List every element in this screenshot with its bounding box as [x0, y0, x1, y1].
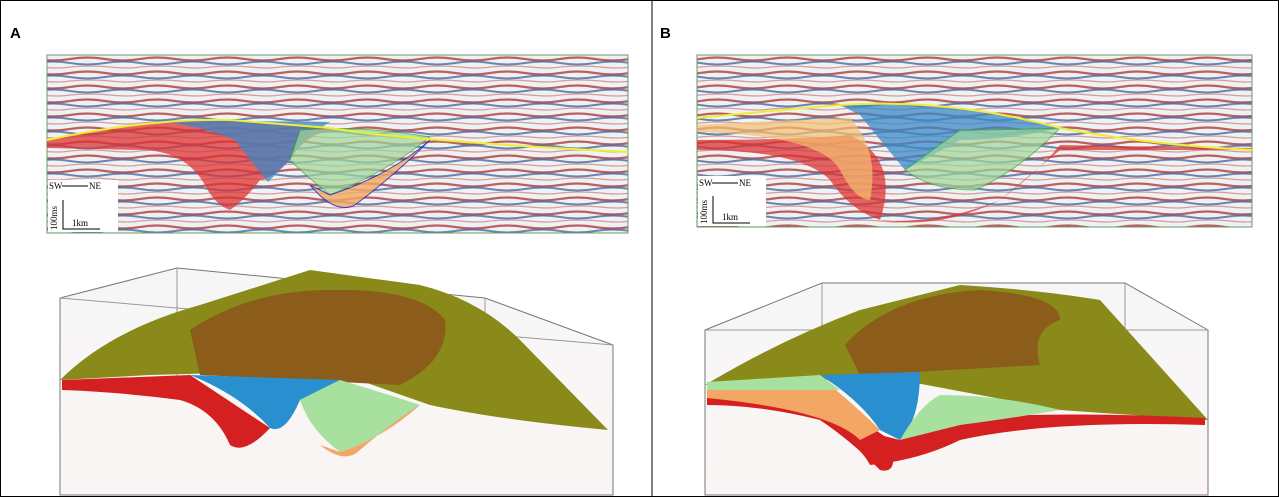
panel-b: B SW NE 100ms 1km: [660, 25, 1252, 495]
distance-scale: 1km: [722, 212, 738, 222]
dir-right: NE: [739, 178, 751, 188]
panel-label: A: [10, 25, 21, 42]
dir-left: SW: [699, 178, 713, 188]
dir-left: SW: [49, 181, 63, 191]
distance-scale: 1km: [72, 218, 88, 228]
time-scale: 100ms: [699, 199, 709, 224]
dir-right: NE: [89, 181, 101, 191]
figure: A SW NE 100ms 1km B SW NE 100ms 1km: [0, 0, 1279, 497]
panel-label: B: [660, 25, 671, 42]
time-scale: 100ms: [49, 205, 59, 230]
panel-a: A SW NE 100ms 1km: [10, 25, 628, 495]
